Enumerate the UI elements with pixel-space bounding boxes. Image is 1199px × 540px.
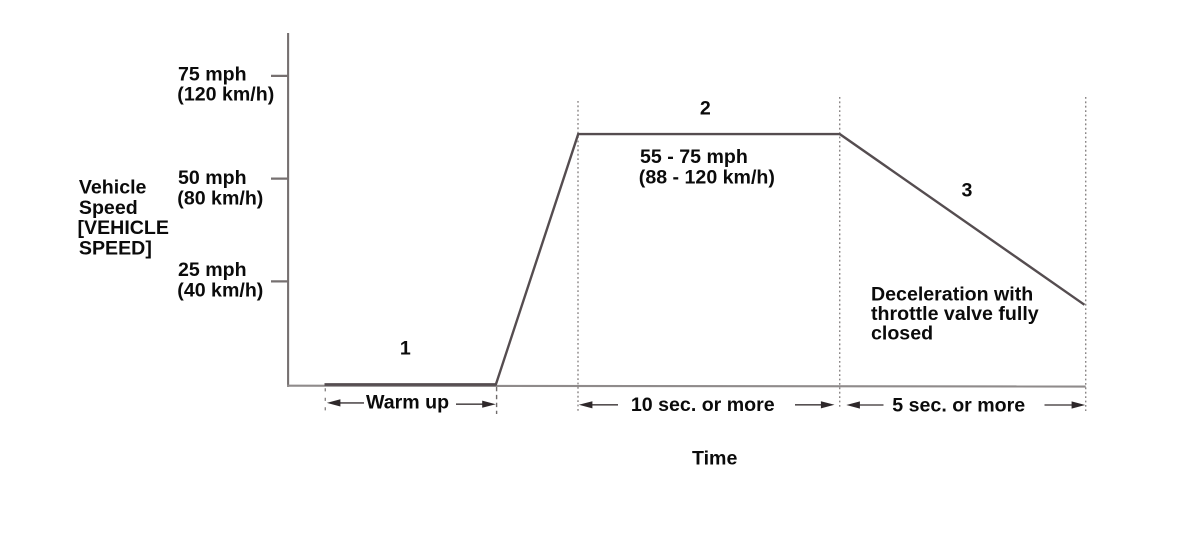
svg-text:50 mph: 50 mph [178,167,247,189]
svg-text:5 sec. or more: 5 sec. or more [892,394,1025,416]
svg-text:Warm up: Warm up [366,391,449,413]
svg-text:Vehicle: Vehicle [79,177,147,199]
svg-text:[VEHICLE: [VEHICLE [78,217,169,239]
svg-text:(120 km/h): (120 km/h) [177,84,274,106]
svg-text:Time: Time [692,447,737,469]
svg-text:(80 km/h): (80 km/h) [177,187,263,209]
svg-text:25 mph: 25 mph [178,259,247,281]
svg-text:10 sec. or more: 10 sec. or more [631,394,775,416]
svg-text:SPEED]: SPEED] [79,237,152,259]
svg-text:(88 - 120 km/h): (88 - 120 km/h) [639,167,775,189]
svg-text:75 mph: 75 mph [178,63,247,85]
svg-text:3: 3 [962,179,973,201]
svg-text:2: 2 [700,97,711,119]
svg-text:(40 km/h): (40 km/h) [177,279,263,301]
svg-text:1: 1 [400,338,411,360]
svg-text:throttle valve fully: throttle valve fully [871,303,1039,325]
svg-text:55 - 75 mph: 55 - 75 mph [640,146,748,168]
svg-text:closed: closed [871,323,933,345]
svg-text:Speed: Speed [79,197,138,219]
svg-text:Deceleration with: Deceleration with [871,284,1033,306]
